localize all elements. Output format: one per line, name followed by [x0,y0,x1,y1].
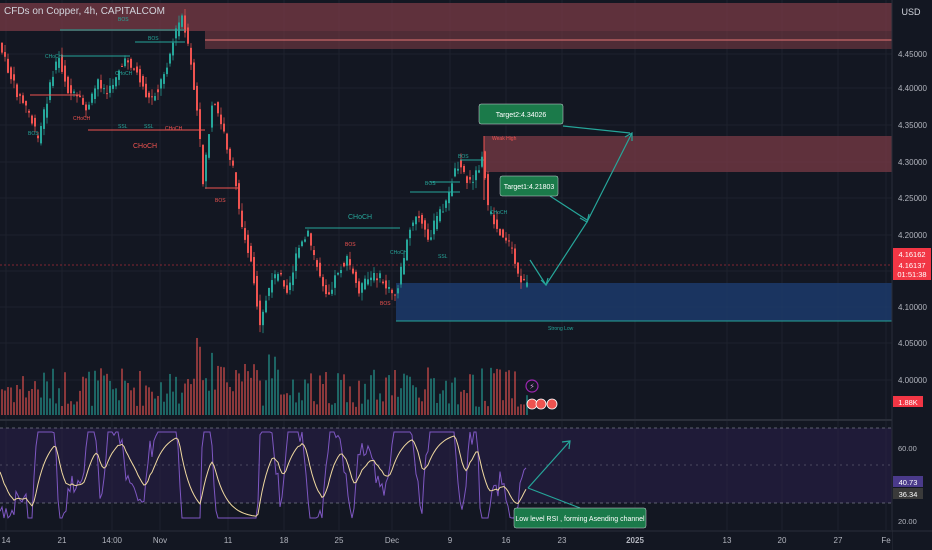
price-tick: 4.05000 [898,339,927,348]
rsi-value-1: 40.73 [899,478,918,487]
time-tick: 14:00 [102,536,123,545]
time-tick: 14 [2,536,11,545]
target2-text: Target2:4.34026 [496,112,547,119]
flag-icon-3 [546,398,558,410]
bos-label-4: BOS [215,198,226,204]
time-tick: 16 [502,536,511,545]
price-labels: 4.16162 4.16137 01:51:38 1.88K 60.00 20.… [893,248,931,526]
bos-label-2: BOS [148,36,159,42]
target2-box: Target2:4.34026 [478,103,564,125]
rsi-tick-20: 20.00 [898,517,917,526]
bos-label-7: BOS [458,154,469,160]
time-tick: Nov [153,536,167,545]
price-tick: 4.00000 [898,376,927,385]
choch-lines [30,94,485,200]
projection-path [529,125,633,287]
time-tick: 25 [335,536,344,545]
structure-text: BOS CHoCH BOS CHoCH CHoCH CHoCH SSL SSL … [28,17,574,332]
ssl-label-1: SSL [118,124,128,130]
candles [1,8,528,334]
volume-bars [1,337,528,415]
current-price-label: 4.16137 [898,261,925,270]
price-tick: 4.20000 [898,231,927,240]
ssl-label-3: SSL [438,254,448,260]
flag-icon-2 [535,398,547,410]
time-tick: 13 [723,536,732,545]
rsi-line [0,431,527,519]
countdown-label: 01:51:38 [897,270,926,279]
time-ticks: 14 21 14:00 Nov 11 18 25 Dec 9 16 23 2025 13 20 27 Fe [2,536,892,545]
time-tick: 20 [778,536,787,545]
choch-label-2: CHoCH [115,71,133,77]
rsi-tick-60: 60.00 [898,444,917,453]
time-tick: 2025 [626,536,644,545]
bos-label-6: BOS [425,181,436,187]
price-tick: 4.45000 [898,50,927,59]
time-tick: Fe [881,536,891,545]
target1-text: Target1:4.21803 [504,184,555,191]
choch-label-6: CHoCH [490,210,508,216]
strong-low-label: Strong Low [548,326,574,332]
svg-text:⚡: ⚡ [529,382,535,391]
price-tick: 4.35000 [898,121,927,130]
rsi-band [0,428,892,503]
rsi-note-text: Low level RSI , forming Asending channel [515,516,645,523]
flag-icon-1 [526,398,538,410]
price-tick: 4.10000 [898,303,927,312]
price-tick: 4.25000 [898,194,927,203]
lightning-icon [525,379,539,393]
time-tick: 21 [58,536,67,545]
time-tick: 23 [558,536,567,545]
target1-box: Target1:4.21803 [499,175,559,197]
time-tick: 11 [224,536,233,545]
supply-zone-mid [484,136,892,172]
event-icons[interactable]: ⚡ [525,379,558,410]
demand-zone [396,283,892,321]
chart-title: CFDs on Copper, 4h, CAPITALCOM [4,6,165,17]
choch-label-4: CHoCH [165,126,183,132]
weak-high-label: Weak High [492,136,517,142]
currency-button[interactable]: USD [901,7,921,17]
choch-label-3: CHoCH [73,116,91,122]
bos-label-3: BOS [28,131,39,137]
time-axis[interactable] [0,530,892,550]
structure-lines [60,29,484,229]
choch-label-5: CHoCH [390,250,408,256]
bos-label-8: BOS [380,301,391,307]
bos-label-5: BOS [345,242,356,248]
rsi-note-box: Low level RSI , forming Asending channel [513,507,647,529]
supply-zone-top [0,3,892,31]
choch-label-1: CHoCH [45,54,63,60]
ssl-label-2: SSL [144,124,154,130]
price-tick: 4.40000 [898,84,927,93]
time-tick: 9 [448,536,453,545]
rsi-arrows [527,440,581,509]
big-choch-label: CHoCH [133,143,157,150]
choch-mid-label: CHoCH [348,214,372,221]
time-tick: 27 [834,536,843,545]
volume-label: 1.88K [898,398,918,407]
bos-label-1: BOS [118,17,129,23]
time-tick: 18 [280,536,289,545]
last-price-label: 4.16162 [898,250,925,259]
price-tick: 4.30000 [898,158,927,167]
rsi-value-2: 36.34 [899,490,918,499]
time-tick: Dec [385,536,399,545]
rsi-ma-line [0,435,527,517]
